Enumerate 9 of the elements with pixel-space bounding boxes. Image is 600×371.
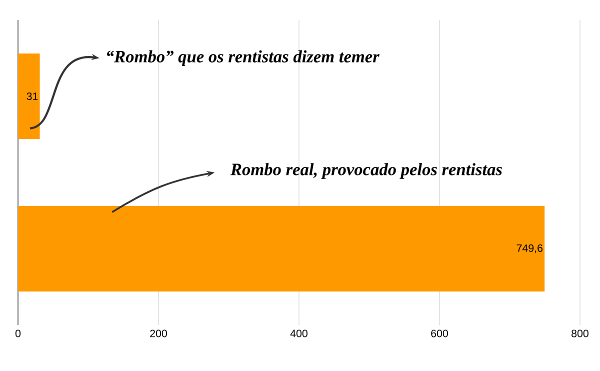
x-tick-label: 600 (431, 330, 448, 338)
annotation: Rombo real, provocado pelos rentistas (230, 163, 502, 179)
annotation: “Rombo” que os rentistas dizem temer (107, 50, 380, 66)
x-tick-label: 0 (15, 330, 21, 338)
x-tick-label: 200 (150, 330, 167, 338)
x-tick-label: 800 (572, 330, 588, 338)
data-label: 749,6 (516, 244, 543, 254)
x-tick-label: 400 (290, 330, 308, 338)
data-label: 31 (26, 92, 38, 100)
